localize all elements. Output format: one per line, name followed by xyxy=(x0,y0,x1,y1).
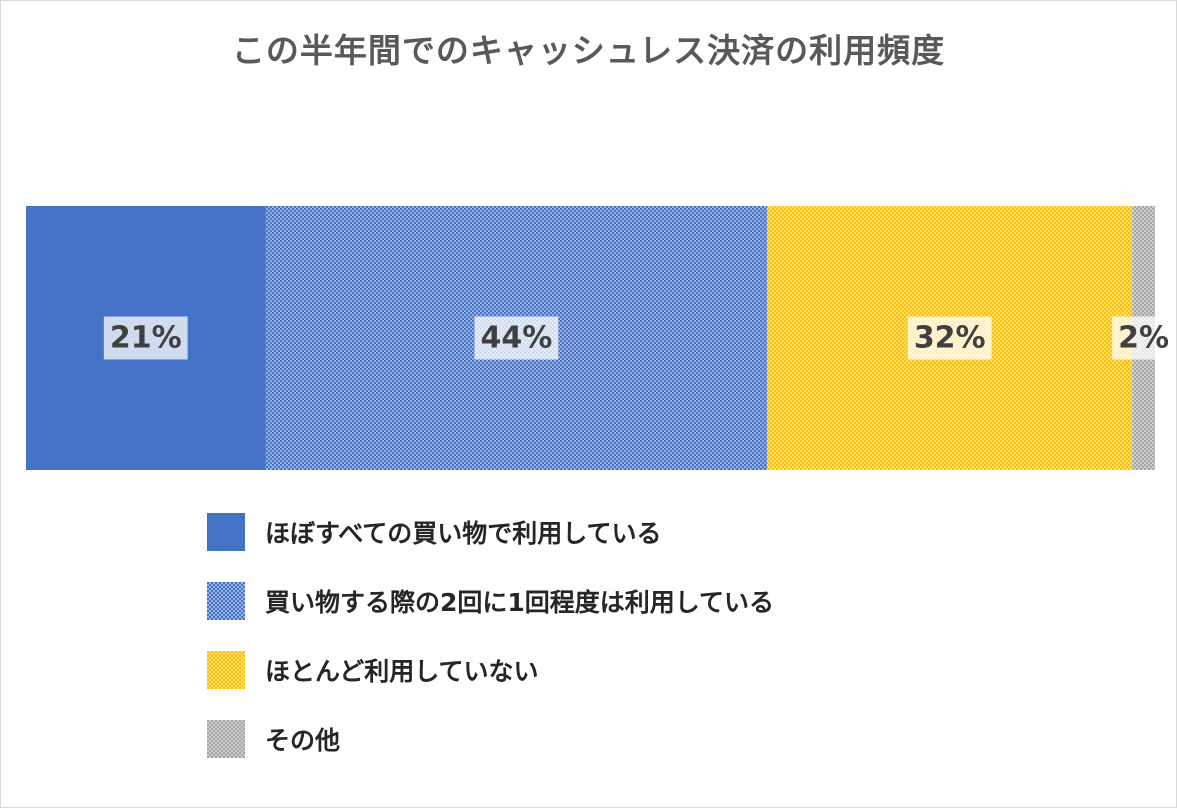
svg-text:44%: 44% xyxy=(480,321,552,356)
svg-text:32%: 32% xyxy=(914,321,986,356)
legend-swatch-1 xyxy=(207,513,245,551)
svg-text:2%: 2% xyxy=(1118,321,1169,356)
legend-item-3: ほとんど利用していない xyxy=(207,650,774,690)
data-label-3: 32% xyxy=(907,316,992,360)
legend-swatch-3 xyxy=(207,651,245,689)
legend-swatch-4 xyxy=(207,720,245,758)
legend-label-3: ほとんど利用していない xyxy=(265,657,539,686)
legend-label-1: ほぼすべての買い物で利用している xyxy=(265,519,662,548)
chart-title: この半年間でのキャッシュレス決済の利用頻度 xyxy=(231,31,946,70)
data-label-4: 2% xyxy=(1112,316,1176,360)
legend-item-2: 買い物する際の2回に1回程度は利用している xyxy=(207,581,774,621)
legend-label-2: 買い物する際の2回に1回程度は利用している xyxy=(265,588,775,617)
legend-item-1: ほぼすべての買い物で利用している xyxy=(207,512,774,552)
svg-text:21%: 21% xyxy=(110,321,182,356)
legend-swatch-2 xyxy=(207,582,245,620)
legend-item-4: その他 xyxy=(207,719,774,759)
data-label-2: 44% xyxy=(474,316,559,360)
legend-label-4: その他 xyxy=(265,726,341,755)
data-label-1: 21% xyxy=(103,316,188,360)
legend: ほぼすべての買い物で利用している買い物する際の2回に1回程度は利用している ほとん… xyxy=(207,512,774,788)
